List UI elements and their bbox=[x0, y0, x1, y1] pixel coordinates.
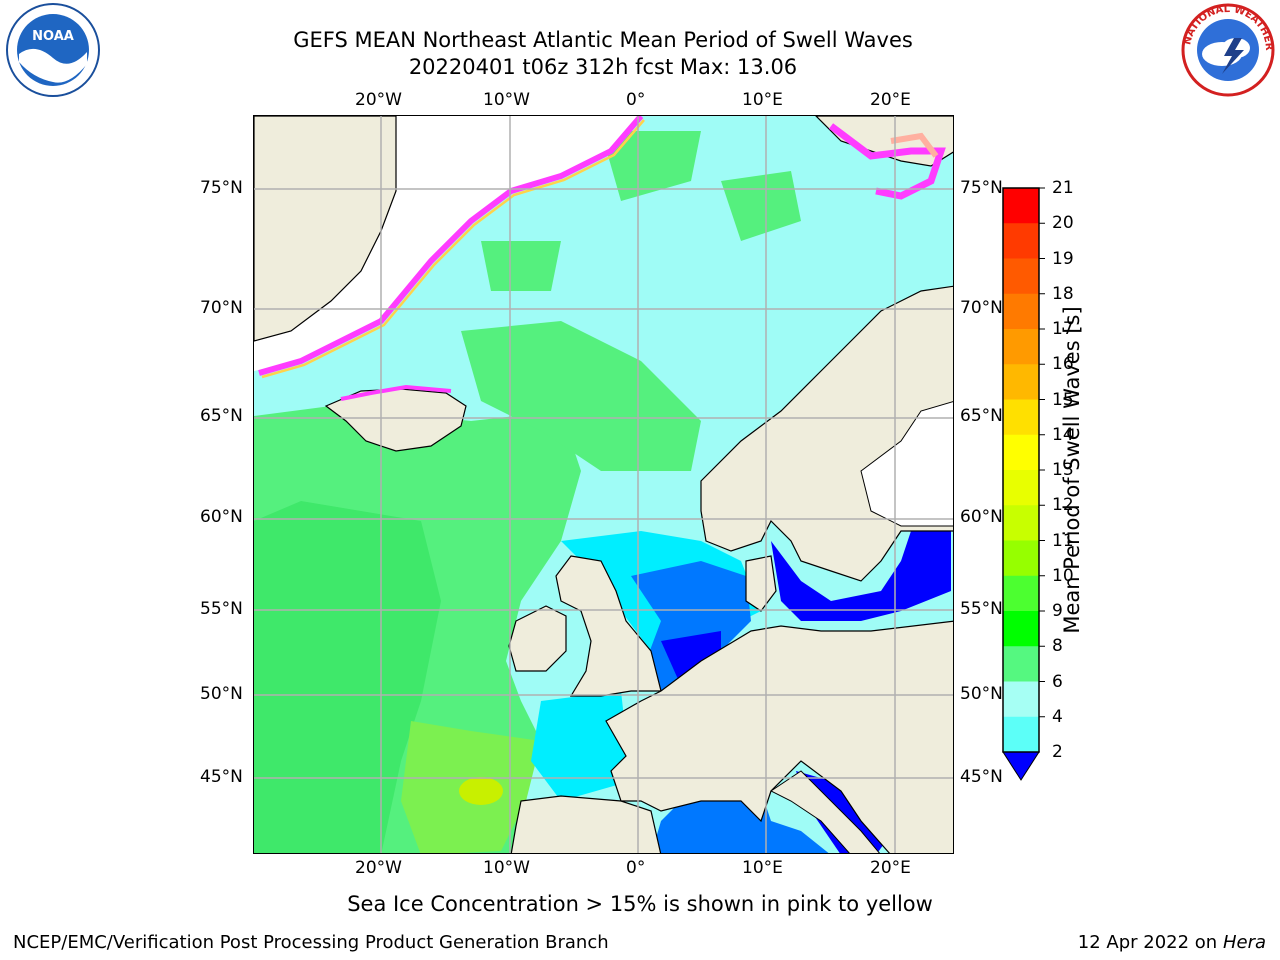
colorbar-tick-label: 18 bbox=[1052, 283, 1074, 304]
swell-max-area bbox=[459, 777, 503, 805]
colorbar-frame bbox=[1002, 187, 1040, 753]
colorbar-segment bbox=[1003, 505, 1039, 541]
colorbar-segment bbox=[1003, 293, 1039, 330]
colorbar-tick-label: 11 bbox=[1052, 530, 1074, 551]
colorbar-segment bbox=[1003, 575, 1039, 612]
footer-date: 12 Apr 2022 on bbox=[1077, 932, 1223, 953]
colorbar-segment bbox=[1003, 470, 1039, 506]
lon-label-top: 20°E bbox=[870, 90, 911, 110]
lat-label-left: 60°N bbox=[200, 507, 243, 527]
lon-label-top: 0° bbox=[626, 90, 646, 110]
noaa-logo: NOAA bbox=[6, 3, 100, 97]
denmark-land bbox=[745, 555, 777, 612]
lat-label-right: 45°N bbox=[960, 767, 1003, 787]
great-britain-land bbox=[555, 555, 662, 697]
colorbar-segment bbox=[1003, 716, 1039, 753]
footer-host: Hera bbox=[1222, 932, 1266, 953]
swell-zone-2-4s bbox=[631, 561, 751, 691]
colorbar-tick-label: 15 bbox=[1052, 389, 1074, 410]
colorbar-tick-label: 19 bbox=[1052, 248, 1074, 269]
lon-label-top: 10°E bbox=[742, 90, 783, 110]
sea-ice-edge-greenland bbox=[258, 116, 644, 376]
colorbar-tick-label: 20 bbox=[1052, 213, 1074, 234]
swell-patch-north bbox=[481, 241, 561, 291]
lon-label-top: 20°W bbox=[355, 90, 402, 110]
lat-label-right: 50°N bbox=[960, 684, 1003, 704]
sea-ice-edge-svalbard bbox=[828, 123, 946, 200]
lat-label-left: 70°N bbox=[200, 298, 243, 318]
colorbar-segment bbox=[1003, 646, 1039, 682]
lat-label-left: 50°N bbox=[200, 684, 243, 704]
footer-left: NCEP/EMC/Verification Post Processing Pr… bbox=[13, 932, 609, 953]
lat-label-left: 45°N bbox=[200, 767, 243, 787]
colorbar-segment bbox=[1003, 399, 1039, 436]
colorbar-tick-label: 9 bbox=[1052, 601, 1063, 621]
lat-label-right: 55°N bbox=[960, 599, 1003, 619]
map-panel bbox=[253, 115, 954, 854]
colorbar-segment bbox=[1003, 223, 1039, 259]
lon-label-bottom: 10°E bbox=[742, 858, 783, 878]
colorbar-segment bbox=[1003, 258, 1039, 295]
lon-label-bottom: 0° bbox=[626, 858, 646, 878]
lon-label-bottom: 10°W bbox=[483, 858, 530, 878]
nws-logo: NATIONAL WEATHER SERVICE bbox=[1178, 2, 1275, 97]
swell-zone-10-11s bbox=[254, 501, 441, 853]
colorbar-segment bbox=[1003, 188, 1039, 224]
lon-label-bottom: 20°E bbox=[870, 858, 911, 878]
map-title: GEFS MEAN Northeast Atlantic Mean Period… bbox=[293, 28, 913, 52]
lat-label-right: 75°N bbox=[960, 178, 1003, 198]
footer-right: 12 Apr 2022 on Hera bbox=[1078, 932, 1266, 954]
colorbar-tick-label: 10 bbox=[1052, 565, 1074, 586]
swell-patch-north bbox=[601, 131, 701, 201]
colorbar-tick-label: 4 bbox=[1052, 706, 1063, 727]
lat-label-left: 55°N bbox=[200, 599, 243, 619]
sea-ice-edge-svalbard bbox=[890, 132, 939, 158]
colorbar-tick-label: 16 bbox=[1052, 354, 1074, 375]
lat-label-right: 70°N bbox=[960, 298, 1003, 318]
colorbar-tick-label: 8 bbox=[1052, 636, 1063, 657]
graticule bbox=[254, 116, 953, 853]
sea-ice-edge-yellow bbox=[261, 119, 645, 379]
colorbar-segment bbox=[1003, 434, 1039, 471]
colorbar-segment bbox=[1003, 329, 1039, 365]
colorbar-tick-label: 14 bbox=[1052, 424, 1074, 445]
map-subtitle: 20220401 t06z 312h fcst Max: 13.06 bbox=[408, 55, 798, 79]
swell-zone-baltic bbox=[771, 529, 951, 621]
colorbar-tick-label: 13 bbox=[1052, 460, 1074, 480]
colorbar bbox=[1002, 187, 1045, 781]
lat-label-left: 65°N bbox=[200, 406, 243, 426]
lat-label-right: 60°N bbox=[960, 507, 1003, 527]
colorbar-segment bbox=[1003, 681, 1039, 718]
italy-land bbox=[770, 770, 880, 853]
colorbar-tick-label: 17 bbox=[1052, 319, 1074, 339]
colorbar-segment bbox=[1003, 540, 1039, 577]
sea-ice-edge-iceland bbox=[340, 384, 452, 401]
colorbar-segment bbox=[1003, 364, 1039, 400]
colorbar-tick-label: 6 bbox=[1052, 671, 1063, 692]
iberia-land bbox=[510, 795, 662, 853]
greenland-land bbox=[254, 116, 397, 342]
swell-zone-mediterranean bbox=[651, 791, 829, 853]
sea-ice-note: Sea Ice Concentration > 15% is shown in … bbox=[347, 892, 933, 916]
swell-zone-norwegian-sea bbox=[461, 321, 701, 471]
colorbar-label: Mean Period of Swell Waves [s] bbox=[1060, 306, 1084, 634]
lat-label-left: 75°N bbox=[200, 178, 243, 198]
colorbar-tick-label: 21 bbox=[1052, 178, 1074, 198]
gulf-of-bothnia-ice bbox=[860, 401, 953, 527]
map-canvas bbox=[254, 116, 953, 853]
colorbar-segment bbox=[1003, 611, 1039, 647]
lon-label-bottom: 20°W bbox=[355, 858, 402, 878]
lon-label-top: 10°W bbox=[483, 90, 530, 110]
svg-text:NOAA: NOAA bbox=[32, 29, 74, 44]
lat-label-right: 65°N bbox=[960, 406, 1003, 426]
swell-zone-biscay bbox=[531, 691, 631, 801]
colorbar-tick-label: 12 bbox=[1052, 495, 1074, 516]
colorbar-tick-label: 2 bbox=[1052, 742, 1063, 762]
colorbar-extend-arrow bbox=[1002, 751, 1040, 781]
